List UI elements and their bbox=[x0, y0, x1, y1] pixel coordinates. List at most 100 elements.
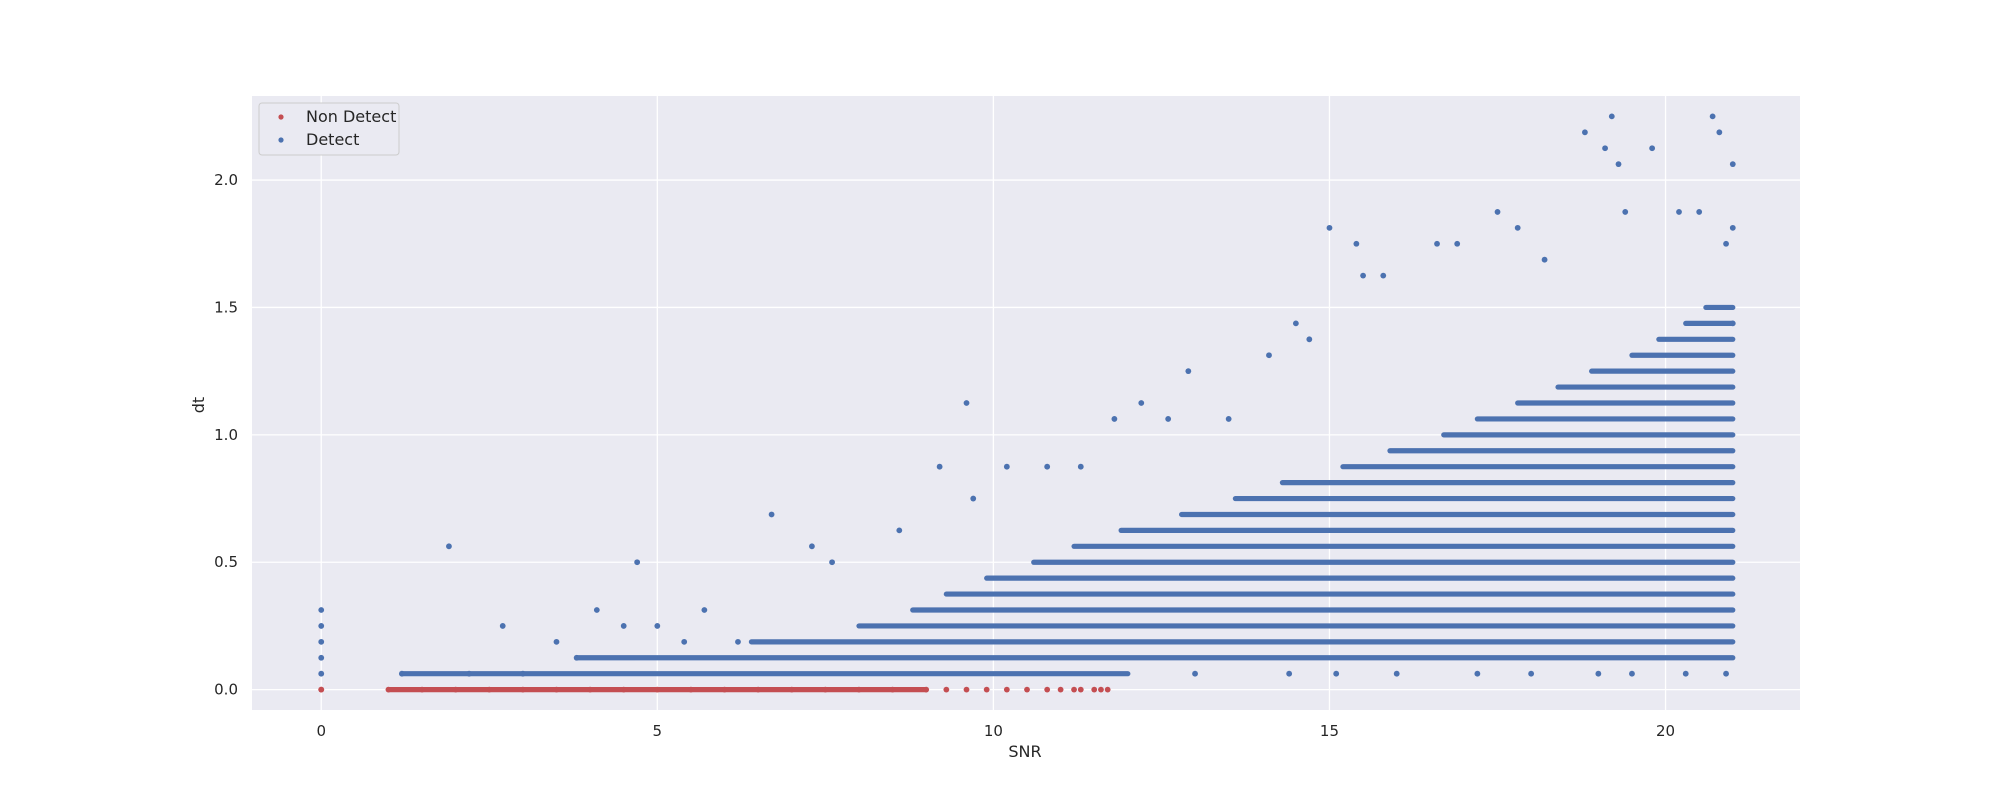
y-axis-label: dt bbox=[189, 397, 208, 413]
detect-point bbox=[768, 511, 775, 518]
detect-point bbox=[1716, 129, 1723, 136]
non-detect-point bbox=[822, 686, 829, 693]
detect-point bbox=[446, 543, 452, 550]
detect-point bbox=[936, 463, 943, 470]
detect-point bbox=[963, 400, 970, 406]
x-tick-label: 0 bbox=[316, 722, 326, 740]
data-points bbox=[318, 113, 1736, 693]
non-detect-point bbox=[1024, 686, 1030, 693]
non-detect-point bbox=[721, 686, 728, 693]
series-non-detect bbox=[318, 686, 1111, 693]
detect-point bbox=[1723, 240, 1729, 247]
detect-point bbox=[573, 654, 580, 661]
detect-point bbox=[1454, 240, 1461, 247]
detect-point bbox=[398, 670, 405, 677]
detect-point bbox=[1353, 240, 1360, 247]
x-tick-label: 15 bbox=[1320, 722, 1339, 740]
detect-point bbox=[1602, 145, 1608, 152]
detect-point bbox=[620, 623, 627, 629]
x-tick-label: 20 bbox=[1656, 722, 1675, 740]
x-axis-ticks: 0 5 10 15 20 bbox=[316, 722, 1675, 740]
detect-point bbox=[593, 607, 600, 613]
detect-point bbox=[318, 638, 325, 645]
y-tick-label: 0.5 bbox=[214, 553, 238, 571]
non-detect-point bbox=[620, 686, 627, 693]
detect-point bbox=[634, 559, 641, 566]
detect-point bbox=[1541, 256, 1548, 263]
legend-marker-non-detect bbox=[278, 114, 284, 120]
detect-point bbox=[553, 638, 560, 645]
detect-point bbox=[1494, 209, 1501, 215]
non-detect-point bbox=[1003, 686, 1010, 693]
x-axis-label: SNR bbox=[1008, 742, 1041, 761]
detect-point bbox=[318, 623, 325, 629]
detect-point bbox=[1729, 224, 1736, 231]
detect-point bbox=[1474, 670, 1481, 677]
detect-point bbox=[1292, 320, 1299, 327]
non-detect-point bbox=[983, 686, 990, 693]
detect-point bbox=[1709, 113, 1716, 120]
non-detect-point bbox=[1071, 686, 1077, 693]
detect-point bbox=[829, 559, 835, 566]
detect-point bbox=[499, 623, 506, 629]
detect-point bbox=[1286, 670, 1293, 677]
detect-point bbox=[1044, 463, 1051, 470]
detect-point bbox=[1723, 670, 1729, 677]
detect-point bbox=[1393, 670, 1400, 677]
detect-point bbox=[1192, 670, 1198, 677]
detect-point bbox=[1582, 129, 1588, 136]
non-detect-point bbox=[419, 686, 425, 693]
detect-point bbox=[1138, 400, 1145, 406]
x-tick-label: 5 bbox=[653, 722, 663, 740]
detect-point bbox=[896, 527, 903, 534]
detect-point bbox=[1333, 670, 1340, 677]
legend-box bbox=[258, 102, 400, 156]
non-detect-point bbox=[1091, 686, 1098, 693]
detect-point bbox=[1608, 113, 1615, 120]
detect-point bbox=[1225, 416, 1232, 422]
detect-point bbox=[701, 607, 708, 613]
detect-point bbox=[1326, 224, 1333, 231]
detect-point bbox=[1629, 670, 1635, 677]
detect-point bbox=[519, 670, 526, 677]
detect-point bbox=[1676, 209, 1682, 215]
non-detect-point bbox=[452, 686, 459, 693]
detect-point bbox=[1434, 240, 1440, 247]
legend-label-non-detect: Non Detect bbox=[306, 107, 396, 126]
x-tick-label: 10 bbox=[984, 722, 1003, 740]
detect-point bbox=[1615, 161, 1622, 168]
detect-point bbox=[1649, 145, 1656, 152]
non-detect-point bbox=[385, 686, 392, 693]
detect-point bbox=[809, 543, 815, 550]
non-detect-point bbox=[654, 686, 661, 693]
detect-point bbox=[654, 623, 661, 629]
detect-point bbox=[735, 638, 741, 645]
detect-point bbox=[1696, 209, 1703, 215]
detect-point bbox=[1729, 320, 1736, 327]
detect-point bbox=[1729, 161, 1736, 168]
detect-point bbox=[970, 495, 977, 502]
y-tick-label: 0.0 bbox=[214, 681, 238, 699]
non-detect-point bbox=[1077, 686, 1084, 693]
non-detect-point bbox=[688, 686, 694, 693]
y-tick-label: 2.0 bbox=[214, 171, 238, 189]
non-detect-point bbox=[1098, 686, 1104, 693]
detect-point bbox=[1622, 209, 1629, 215]
non-detect-point bbox=[1057, 686, 1064, 693]
non-detect-point bbox=[889, 686, 896, 693]
detect-point bbox=[466, 670, 473, 677]
detect-point bbox=[1306, 336, 1313, 343]
detect-point bbox=[1514, 224, 1521, 231]
non-detect-point bbox=[587, 686, 593, 693]
detect-point bbox=[1003, 463, 1010, 470]
detect-point bbox=[681, 638, 688, 645]
legend: Non Detect Detect bbox=[258, 102, 400, 156]
detect-point bbox=[1360, 272, 1366, 279]
detect-point bbox=[1185, 368, 1192, 375]
detect-point bbox=[1077, 463, 1084, 470]
y-axis-ticks: 0.0 0.5 1.0 1.5 2.0 bbox=[214, 171, 238, 699]
series-detect bbox=[318, 113, 1736, 677]
non-detect-point bbox=[943, 686, 950, 693]
detect-point bbox=[318, 607, 325, 613]
